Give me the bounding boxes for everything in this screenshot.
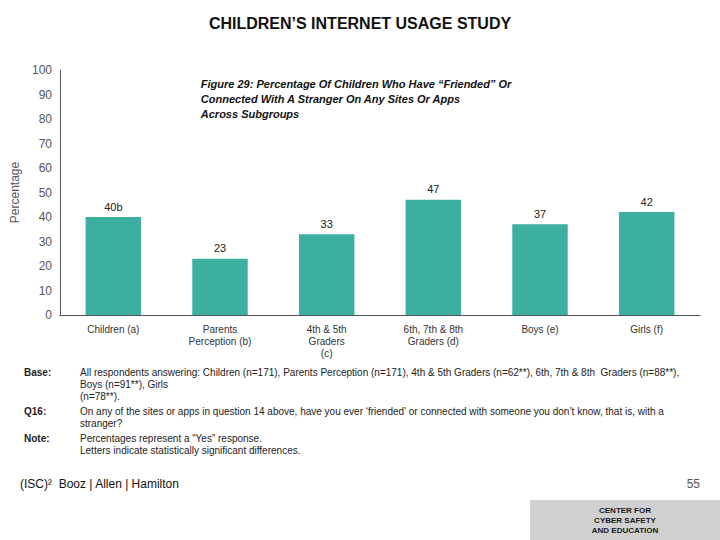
svg-text:stranger?: stranger? [80,418,123,429]
svg-text:Boys (e): Boys (e) [521,324,558,335]
svg-text:Percentages represent a “Yes”: Percentages represent a “Yes” response. [80,433,262,444]
svg-text:CYBER SAFETY: CYBER SAFETY [594,516,656,525]
svg-text:4th & 5th: 4th & 5th [307,324,347,335]
svg-text:(n=78**).: (n=78**). [80,391,120,402]
svg-text:On any of the sites or apps in: On any of the sites or apps in question … [80,406,664,417]
svg-text:Parents: Parents [203,324,237,335]
svg-text:80: 80 [39,112,53,126]
svg-text:37: 37 [534,208,546,220]
svg-text:Graders: Graders [309,336,345,347]
svg-text:Girls (f): Girls (f) [630,324,663,335]
svg-text:0: 0 [45,308,52,322]
svg-text:30: 30 [39,235,53,249]
svg-text:(ISC)² Booz | Allen | Hamilto: (ISC)² Booz | Allen | Hamilton [20,477,179,491]
svg-text:10: 10 [39,284,53,298]
svg-text:6th, 7th & 8th: 6th, 7th & 8th [404,324,464,335]
svg-text:Graders (d): Graders (d) [408,336,459,347]
svg-text:100: 100 [32,63,52,77]
svg-text:55: 55 [687,477,701,491]
svg-text:70: 70 [39,137,53,151]
svg-text:50: 50 [39,186,53,200]
svg-text:47: 47 [427,183,439,195]
svg-text:(c): (c) [321,348,333,359]
svg-text:20: 20 [39,259,53,273]
svg-text:CHILDREN’S INTERNET USAGE STUD: CHILDREN’S INTERNET USAGE STUDY [209,15,512,32]
svg-text:Connected With A Stranger On A: Connected With A Stranger On Any Sites O… [201,93,460,105]
svg-text:AND EDUCATION: AND EDUCATION [592,526,659,535]
svg-text:40: 40 [39,210,53,224]
svg-text:Base:: Base: [24,367,51,378]
svg-text:90: 90 [39,88,53,102]
svg-text:23: 23 [214,242,226,254]
svg-text:33: 33 [321,218,333,230]
svg-text:Boys (n=91**), Girls: Boys (n=91**), Girls [80,379,168,390]
svg-text:60: 60 [39,161,53,175]
svg-text:CENTER FOR: CENTER FOR [599,506,651,515]
svg-text:42: 42 [641,196,653,208]
svg-text:Letters indicate statistically: Letters indicate statistically significa… [80,445,300,456]
svg-text:Q16:: Q16: [24,406,46,417]
svg-text:Percentage: Percentage [8,161,22,223]
svg-text:Across Subgroups: Across Subgroups [200,108,299,120]
svg-text:Figure 29: Percentage Of Child: Figure 29: Percentage Of Children Who Ha… [201,78,512,90]
svg-text:Note:: Note: [24,433,50,444]
svg-text:Children (a): Children (a) [87,324,139,335]
svg-text:40b: 40b [104,201,122,213]
svg-text:Perception (b): Perception (b) [189,336,252,347]
svg-text:All respondents answering: Chi: All respondents answering: Children (n=1… [80,367,679,378]
